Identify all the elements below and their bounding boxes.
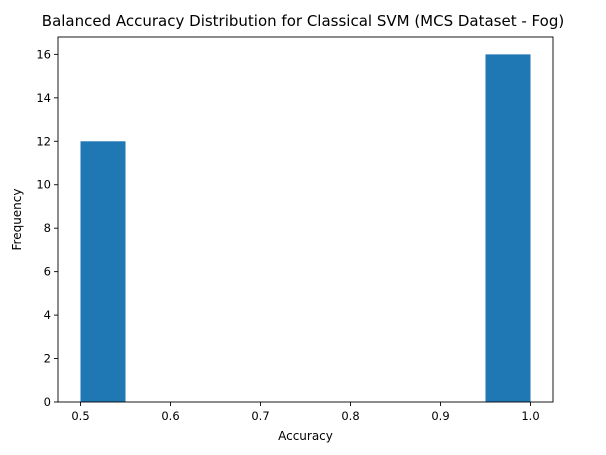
x-tick-label-3: 0.8 — [341, 409, 359, 423]
y-axis-label: Frequency — [10, 189, 24, 251]
y-tick-label-8: 16 — [36, 47, 51, 61]
y-tick-label-2: 4 — [44, 308, 51, 322]
x-axis-label: Accuracy — [278, 429, 333, 443]
y-tick-label-1: 2 — [44, 352, 51, 366]
x-tick-label-0: 0.5 — [71, 409, 89, 423]
plot-frame — [57, 36, 554, 403]
y-tick-label-5: 10 — [36, 178, 51, 192]
y-tick-label-7: 14 — [36, 91, 51, 105]
histogram-bar-9 — [485, 54, 531, 402]
ticks-layer: 0.5 0.6 0.7 0.8 0.9 1.0 0 2 4 6 8 10 12 14 16 — [36, 47, 539, 423]
x-tick-label-1: 0.6 — [161, 409, 179, 423]
x-tick-label-5: 1.0 — [521, 409, 539, 423]
y-tick-label-3: 6 — [44, 265, 51, 279]
chart-title: Balanced Accuracy Distribution for Class… — [42, 12, 564, 30]
histogram-bar-0 — [80, 141, 126, 403]
bars-layer — [80, 54, 531, 403]
y-tick-label-4: 8 — [44, 221, 51, 235]
y-tick-label-0: 0 — [44, 395, 51, 409]
x-tick-label-2: 0.7 — [251, 409, 269, 423]
y-tick-label-6: 12 — [36, 134, 51, 148]
x-tick-label-4: 0.9 — [431, 409, 449, 423]
